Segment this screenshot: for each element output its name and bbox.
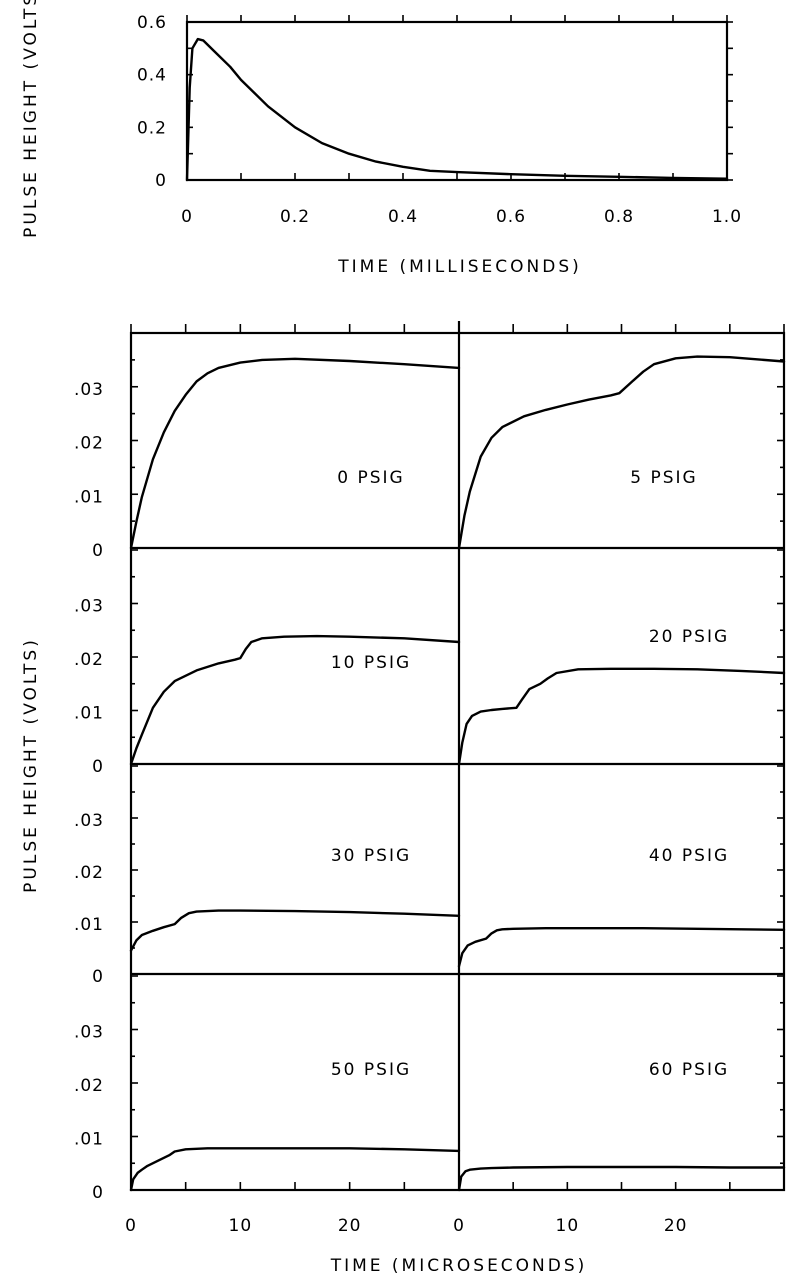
overview-tick-labels: 0 0.2 0.4 0.6 0.8 1.0 0 0.2 0.4 0.6: [137, 13, 742, 227]
grid-y-tick-label: .01: [74, 487, 104, 507]
grid-x-tick-label: 20: [664, 1216, 688, 1236]
panel-curve: [129, 909, 461, 952]
overview-y-tick-label: 0.2: [137, 118, 167, 138]
grid-x-tick-label: 10: [229, 1216, 253, 1236]
panel-curve: [129, 1147, 461, 1192]
panel-label: 20 PSIG: [649, 627, 729, 647]
overview-pulse-curve: [185, 37, 729, 182]
overview-x-tick-label: 0.6: [496, 207, 526, 227]
grid-y-tick-label: .01: [74, 1130, 104, 1150]
grid-y-tick-label: 0: [92, 757, 104, 777]
overview-x-tick-label: 0: [181, 207, 193, 227]
panel-curve: [129, 357, 461, 550]
panel-tick-labels: 0 .01 .02 .03 0 .01 .02 .03 0 .01 .02 .03 0 .01 .02 .03…: [74, 380, 688, 1236]
grid-y-tick-label: .02: [74, 650, 104, 670]
panel-label: 40 PSIG: [649, 846, 729, 866]
grid-x-tick-label: 0: [453, 1216, 465, 1236]
overview-x-tick-label: 0.4: [388, 207, 418, 227]
panel-curves: [129, 355, 786, 1192]
overview-x-tick-label: 1.0: [712, 207, 742, 227]
grid-y-tick-label: .01: [74, 915, 104, 935]
grid-y-tick-label: 0: [92, 541, 104, 561]
panel-frames: [129, 321, 786, 1192]
panel-curve: [129, 634, 461, 766]
overview-ticks: [186, 15, 733, 181]
overview-y-axis-label: PULSE HEIGHT (VOLTS): [21, 0, 41, 238]
overview-x-tick-label: 0.2: [280, 207, 310, 227]
grid-y-tick-label: .03: [74, 380, 104, 400]
panel-curve: [457, 667, 786, 766]
grid-y-tick-label: .03: [74, 597, 104, 617]
grid-x-tick-label: 10: [556, 1216, 580, 1236]
grid-y-tick-label: .02: [74, 863, 104, 883]
panel-label: 30 PSIG: [331, 846, 411, 866]
panel-label: 0 PSIG: [337, 468, 404, 488]
panel-curve: [457, 927, 786, 968]
grid-y-tick-label: 0: [92, 1183, 104, 1203]
panel-ticks: [130, 324, 785, 1191]
panel-label: 50 PSIG: [331, 1060, 411, 1080]
grid-y-tick-label: .03: [74, 811, 104, 831]
panel-label: 5 PSIG: [630, 468, 697, 488]
grid-y-tick-label: .03: [74, 1023, 104, 1043]
overview-x-axis-label: TIME (MILLISECONDS): [337, 257, 582, 277]
overview-chart: 0 0.2 0.4 0.6 0.8 1.0 0 0.2 0.4 0.6 PULSE HEIGHT …: [21, 0, 742, 277]
pressure-panel-grid: 0 .01 .02 .03 0 .01 .02 .03 0 .01 .02 .03 0 .01 .02 .03…: [21, 321, 786, 1276]
grid-y-tick-label: .01: [74, 704, 104, 724]
grid-y-tick-label: .02: [74, 1076, 104, 1096]
overview-y-tick-label: 0.4: [137, 66, 167, 86]
grid-y-tick-label: .02: [74, 434, 104, 454]
panel-curve: [457, 1165, 786, 1192]
panel-labels: 0 PSIG 5 PSIG 10 PSIG 20 PSIG 30 PSIG 40 PSIG…: [331, 468, 729, 1080]
panel-label: 60 PSIG: [649, 1060, 729, 1080]
overview-plot-frame: [185, 20, 729, 182]
grid-y-axis-label: PULSE HEIGHT (VOLTS): [21, 637, 41, 893]
grid-y-tick-label: 0: [92, 967, 104, 987]
overview-x-tick-label: 0.8: [604, 207, 634, 227]
panel-curve: [457, 355, 786, 550]
grid-x-axis-label: TIME (MICROSECONDS): [330, 1256, 588, 1276]
grid-x-tick-label: 0: [125, 1216, 137, 1236]
overview-y-tick-label: 0.6: [137, 13, 167, 33]
grid-x-tick-label: 20: [338, 1216, 362, 1236]
panel-label: 10 PSIG: [331, 653, 411, 673]
overview-y-tick-label: 0: [155, 171, 167, 191]
